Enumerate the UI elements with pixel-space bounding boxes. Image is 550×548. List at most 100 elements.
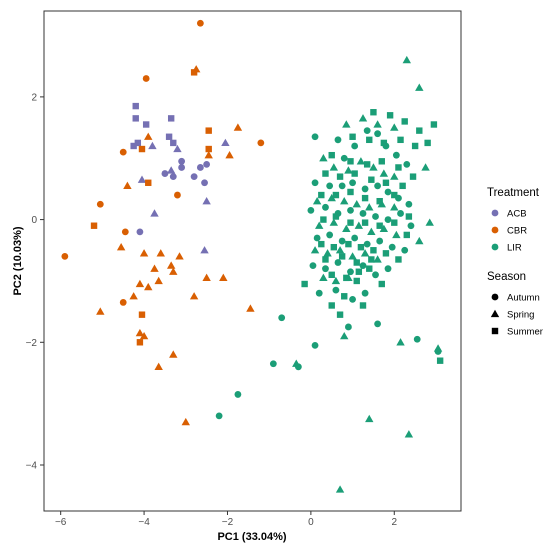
legend-title-treatment: Treatment	[487, 187, 540, 199]
data-point-lir	[334, 259, 342, 266]
data-point-lir	[356, 157, 366, 165]
data-point-lir	[361, 194, 369, 202]
data-point-cbr	[205, 127, 212, 134]
data-point-lir	[335, 246, 345, 254]
data-point-lir	[359, 302, 367, 309]
data-point-cbr	[139, 331, 149, 340]
data-point-lir	[361, 185, 369, 193]
data-point-lir	[318, 191, 325, 199]
data-point-acb	[150, 209, 159, 217]
data-point-lir	[373, 120, 382, 128]
data-point-lir	[392, 230, 401, 239]
legend-label-autumn: Autumn	[507, 293, 540, 304]
data-point-cbr	[135, 328, 145, 337]
data-point-lir	[353, 259, 360, 266]
data-point-lir	[434, 348, 442, 355]
data-point-lir	[376, 222, 383, 229]
data-point-cbr	[169, 267, 178, 275]
data-point-lir	[374, 320, 381, 328]
data-point-lir	[401, 118, 408, 125]
legend-key-spring	[490, 309, 500, 318]
data-point-lir	[368, 176, 375, 183]
data-point-acb	[203, 160, 211, 168]
data-point-lir	[390, 203, 399, 211]
data-point-acb	[161, 170, 169, 177]
data-point-lir	[326, 182, 334, 190]
data-point-lir	[338, 237, 346, 245]
data-point-lir	[344, 166, 353, 174]
data-point-cbr	[257, 139, 265, 147]
data-point-acb	[142, 121, 150, 128]
data-point-lir	[269, 360, 277, 368]
data-point-lir	[351, 142, 359, 150]
legend-label-summer: Summer	[507, 327, 543, 338]
data-point-lir	[395, 164, 402, 171]
data-point-cbr	[119, 148, 127, 156]
data-point-lir	[311, 133, 319, 141]
data-point-lir	[342, 224, 351, 232]
data-point-lir	[343, 274, 350, 282]
data-point-lir	[411, 142, 419, 150]
data-point-acb	[148, 141, 157, 150]
data-point-lir	[370, 247, 377, 254]
data-point-acb	[200, 246, 209, 254]
data-point-lir	[355, 268, 363, 275]
data-point-cbr	[166, 261, 176, 269]
data-point-lir	[365, 203, 374, 211]
y-axis-ticks: −4 −2 0 2	[26, 92, 44, 471]
data-point-acb	[134, 139, 142, 147]
data-point-cbr	[145, 179, 152, 186]
data-point-lir	[390, 172, 399, 180]
data-point-cbr	[175, 252, 184, 260]
data-point-lir	[349, 295, 356, 303]
data-point-lir	[388, 243, 396, 251]
data-point-lir	[363, 240, 371, 248]
data-point-cbr	[174, 191, 181, 199]
data-point-lir	[328, 151, 335, 159]
data-point-lir	[315, 221, 324, 229]
data-point-lir	[386, 112, 394, 119]
data-point-lir	[338, 253, 346, 260]
data-point-lir	[366, 265, 373, 272]
data-point-lir	[365, 414, 374, 423]
data-point-cbr	[181, 417, 190, 426]
data-point-lir	[334, 136, 342, 144]
data-point-lir	[347, 268, 354, 276]
data-point-lir	[328, 271, 335, 279]
data-point-cbr	[139, 249, 149, 257]
data-point-lir	[421, 163, 430, 171]
data-point-lir	[319, 273, 328, 282]
data-point-cbr	[219, 273, 228, 282]
data-point-lir	[347, 188, 354, 196]
data-point-cbr	[233, 123, 243, 131]
x-axis-title: PC1 (33.04%)	[217, 531, 286, 543]
data-point-lir	[413, 335, 421, 343]
data-point-lir	[336, 311, 344, 318]
data-point-lir	[367, 227, 376, 236]
data-point-lir	[320, 216, 327, 223]
data-point-lir	[359, 262, 367, 270]
data-point-lir	[352, 200, 361, 208]
data-point-lir	[382, 250, 390, 257]
data-point-lir	[397, 210, 404, 217]
data-point-lir	[382, 179, 390, 186]
data-point-lir	[311, 179, 319, 187]
data-point-lir	[310, 246, 320, 254]
data-point-acb	[136, 228, 144, 236]
data-point-lir	[301, 280, 308, 288]
data-point-lir	[391, 191, 398, 199]
data-point-lir	[397, 136, 404, 144]
data-point-lir	[360, 249, 370, 257]
data-point-lir	[378, 158, 385, 165]
data-point-lir	[351, 170, 358, 177]
data-point-lir	[336, 173, 344, 180]
data-point-lir	[357, 243, 365, 251]
data-point-acb	[137, 175, 147, 183]
data-point-lir	[327, 193, 336, 202]
data-point-acb	[221, 138, 230, 147]
data-point-lir	[396, 338, 405, 346]
data-point-lir	[354, 221, 364, 229]
data-point-cbr	[138, 145, 146, 153]
